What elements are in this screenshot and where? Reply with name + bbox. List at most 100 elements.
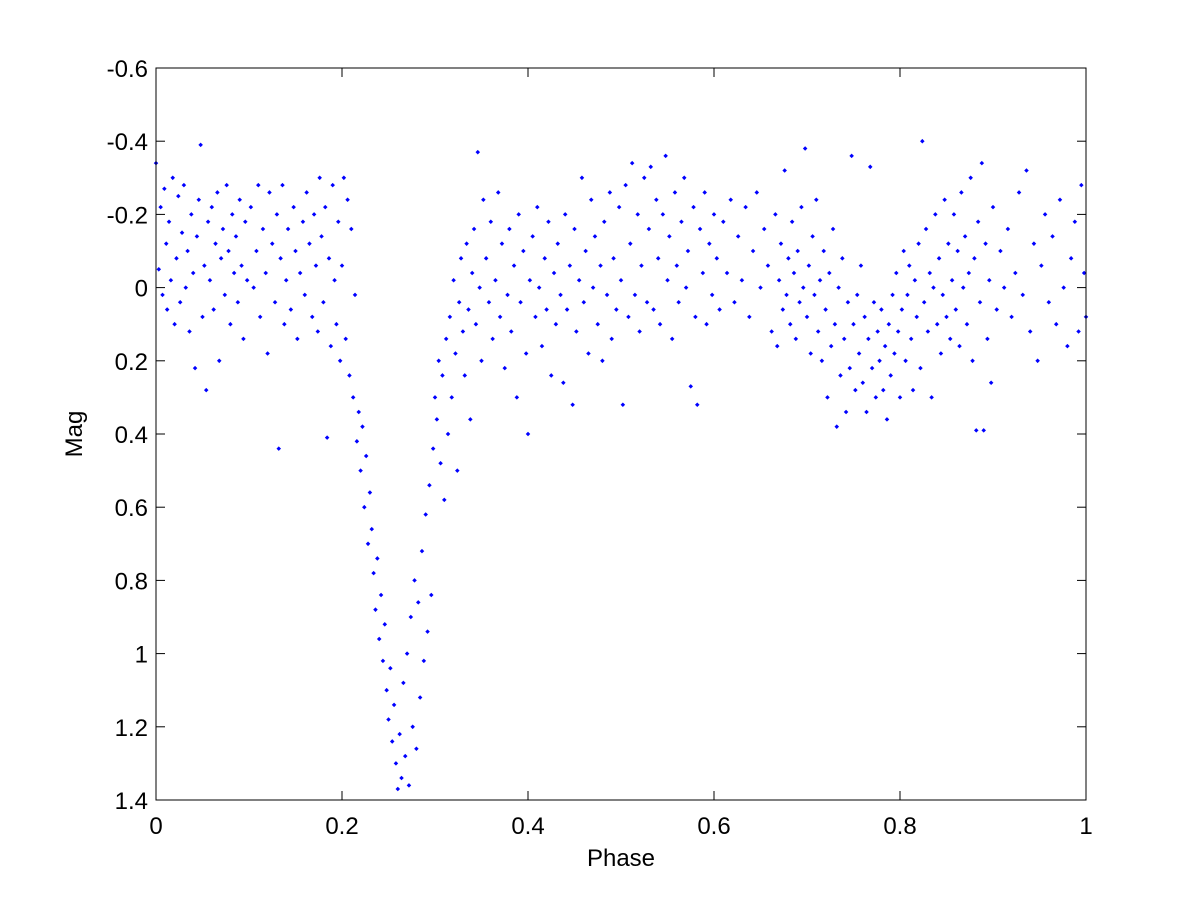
- data-point: [823, 307, 828, 312]
- data-point: [207, 278, 213, 283]
- data-point: [651, 307, 656, 312]
- data-point: [365, 541, 371, 547]
- data-points: [153, 138, 1089, 792]
- data-point: [468, 417, 473, 422]
- data-point: [539, 343, 545, 349]
- data-point: [845, 299, 851, 305]
- data-point: [464, 241, 469, 246]
- data-point: [834, 424, 840, 429]
- x-tick-label: 0.8: [883, 813, 916, 840]
- data-point: [618, 278, 624, 283]
- data-point: [875, 329, 880, 334]
- data-point: [892, 351, 897, 356]
- data-point: [315, 329, 321, 334]
- data-point: [417, 695, 423, 700]
- data-point: [442, 497, 447, 503]
- data-point: [815, 329, 821, 334]
- data-point: [1009, 314, 1014, 320]
- data-point: [1039, 263, 1044, 268]
- data-point: [412, 578, 417, 583]
- data-point: [806, 263, 812, 268]
- data-point: [970, 358, 975, 364]
- data-point: [451, 278, 456, 283]
- data-point: [1024, 168, 1029, 173]
- data-point: [669, 336, 675, 342]
- data-point: [380, 658, 386, 664]
- data-point: [840, 256, 845, 261]
- data-point: [981, 428, 986, 433]
- data-point: [523, 351, 529, 356]
- data-point: [910, 387, 916, 393]
- data-point: [172, 321, 177, 327]
- data-point: [371, 570, 376, 576]
- data-point: [525, 431, 531, 437]
- data-point: [466, 307, 471, 312]
- data-point: [283, 278, 289, 283]
- data-point: [804, 314, 810, 320]
- data-point: [493, 278, 498, 283]
- data-point: [644, 299, 650, 305]
- data-point: [988, 380, 994, 386]
- data-point: [966, 270, 972, 276]
- data-point: [354, 439, 360, 444]
- data-point: [765, 263, 771, 268]
- y-tick-label: -0.2: [107, 202, 148, 229]
- data-point: [280, 182, 285, 188]
- data-point: [278, 256, 283, 261]
- data-point: [1057, 197, 1063, 203]
- data-point: [825, 395, 830, 400]
- y-axis-label: Mag: [61, 411, 88, 458]
- data-point: [401, 680, 406, 686]
- data-point: [419, 548, 425, 554]
- data-point: [164, 307, 170, 312]
- data-point: [256, 182, 261, 188]
- data-point: [471, 226, 477, 232]
- data-point: [987, 278, 992, 283]
- data-point: [960, 285, 966, 290]
- data-point: [469, 270, 475, 276]
- data-point: [462, 373, 468, 378]
- data-point: [440, 373, 445, 378]
- data-point: [871, 299, 877, 305]
- data-point: [378, 592, 384, 598]
- data-point: [362, 504, 367, 510]
- data-point: [488, 219, 494, 224]
- data-point: [350, 395, 356, 400]
- data-point: [1072, 219, 1078, 224]
- data-point: [427, 482, 432, 488]
- data-point: [499, 241, 505, 246]
- data-point: [414, 746, 419, 752]
- data-point: [758, 285, 763, 290]
- data-point: [936, 256, 942, 261]
- data-point: [481, 197, 486, 203]
- data-point: [211, 307, 216, 312]
- x-tick-label: 0.6: [697, 813, 730, 840]
- data-point: [908, 336, 914, 342]
- data-point: [265, 351, 270, 356]
- data-point: [869, 365, 875, 371]
- data-point: [905, 292, 910, 298]
- axes-frame: [155, 67, 1087, 801]
- data-point: [334, 321, 339, 327]
- data-point: [985, 336, 990, 342]
- data-point: [272, 299, 278, 305]
- data-point: [564, 307, 570, 312]
- data-point: [511, 263, 517, 268]
- y-tick-label: 0.6: [115, 495, 148, 522]
- data-point: [202, 263, 207, 268]
- x-axis-label: Phase: [587, 845, 655, 872]
- data-point: [957, 343, 962, 349]
- data-point: [553, 321, 559, 327]
- data-point: [408, 614, 414, 620]
- data-point: [637, 329, 642, 334]
- data-point: [479, 358, 484, 364]
- data-point: [938, 351, 944, 356]
- data-point: [683, 285, 689, 290]
- data-point: [507, 226, 512, 232]
- data-point: [776, 278, 782, 283]
- data-point: [244, 278, 250, 283]
- data-point: [886, 321, 892, 327]
- data-point: [700, 270, 706, 276]
- data-point: [309, 314, 315, 320]
